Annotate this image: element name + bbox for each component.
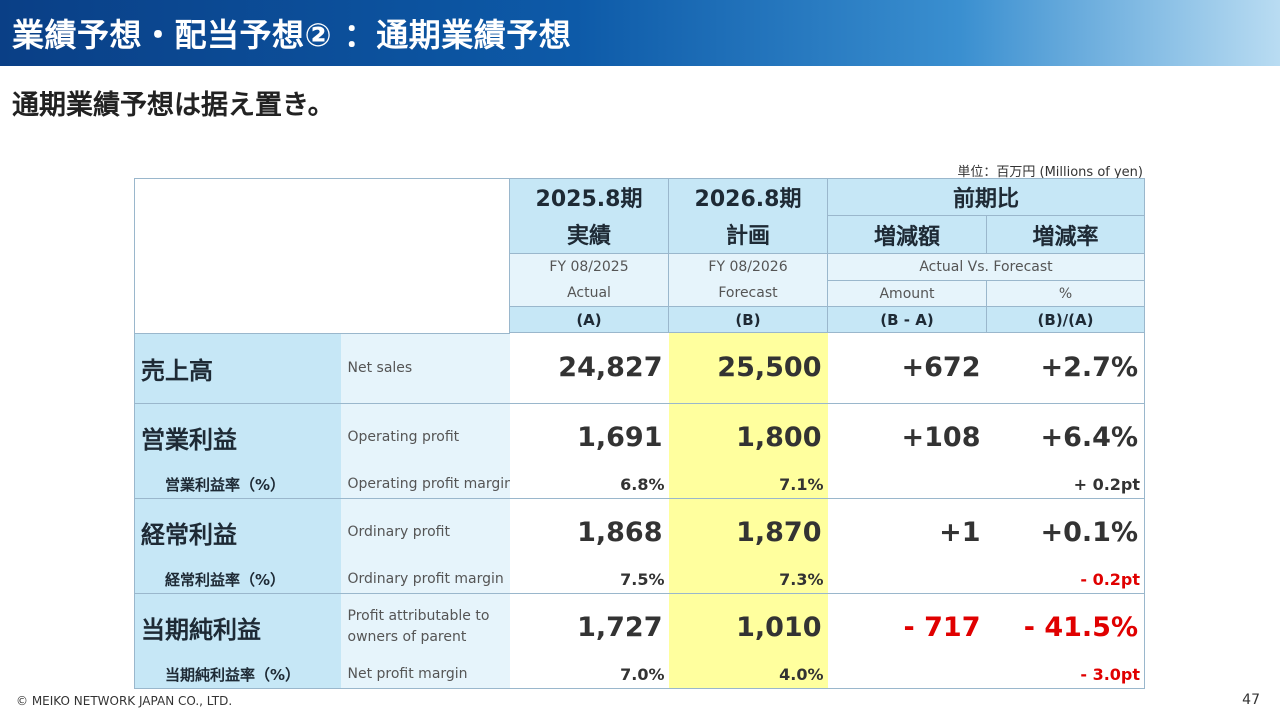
ordinary-profit-actual: 1,868 xyxy=(577,516,663,548)
net-profit-diff: - 717 xyxy=(903,611,981,643)
net-margin-actual: 7.0% xyxy=(509,661,669,689)
row-net-profit-en: Profit attributable to owners of parent xyxy=(340,593,510,661)
operating-margin-actual: 6.8% xyxy=(509,471,669,499)
unit-note: 単位：百万円 (Millions of yen) xyxy=(957,165,1143,180)
copyright: © MEIKO NETWORK JAPAN CO., LTD. xyxy=(16,694,233,708)
ordinary-margin-forecast: 7.3% xyxy=(668,566,828,594)
col-compare-en: Actual Vs. Forecast xyxy=(826,253,1146,281)
table-row: 営業利益率（%） Operating profit margin 6.8% 7.… xyxy=(134,471,1146,499)
row-net-sales-en: Net sales xyxy=(340,333,510,404)
net-sales-forecast: 25,500 xyxy=(668,333,828,404)
ordinary-profit-forecast: 1,870 xyxy=(668,498,828,566)
col-rate-code: (B)/(A) xyxy=(985,306,1146,333)
table-row: 当期純利益 Profit attributable to owners of p… xyxy=(134,593,1146,661)
col-fy2025-type: 実績 xyxy=(509,215,669,254)
operating-profit-forecast: 1,800 xyxy=(668,403,828,471)
row-net-profit-jp: 当期純利益 xyxy=(134,593,341,661)
row-operating-profit-jp: 営業利益 xyxy=(134,403,341,471)
operating-margin-diff xyxy=(827,471,987,499)
table-row: 経常利益 Ordinary profit 1,868 1,870 +1 +0.1… xyxy=(134,498,1146,566)
page-number: 47 xyxy=(1242,692,1260,708)
col-fy2025-period: 2025.8期 xyxy=(509,178,669,216)
row-net-margin-jp: 当期純利益率（%） xyxy=(134,661,341,689)
ordinary-margin-diff xyxy=(827,566,987,594)
row-ordinary-margin-jp: 経常利益率（%） xyxy=(134,566,341,594)
row-operating-profit-en: Operating profit xyxy=(340,403,510,471)
col-fy2026-period: 2026.8期 xyxy=(668,178,828,216)
operating-profit-actual: 1,691 xyxy=(577,421,663,453)
table-row: 当期純利益率（%） Net profit margin 7.0% 4.0% - … xyxy=(134,661,1146,689)
table-row: 売上高 Net sales 24,827 25,500 +672 +2.7% xyxy=(134,333,1146,404)
net-profit-actual: 1,727 xyxy=(577,611,663,643)
operating-profit-rate: +6.4% xyxy=(986,403,1146,471)
col-amount-en: Amount xyxy=(827,280,987,307)
operating-margin-rate: + 0.2pt xyxy=(986,471,1146,499)
col-rate-en: % xyxy=(985,280,1146,307)
row-ordinary-margin-en: Ordinary profit margin xyxy=(340,566,510,594)
net-margin-diff xyxy=(827,661,987,689)
row-ordinary-profit-jp: 経常利益 xyxy=(134,498,341,566)
slide-subtitle: 通期業績予想は据え置き。 xyxy=(12,90,335,121)
ordinary-margin-rate: - 0.2pt xyxy=(986,566,1146,594)
net-sales-diff: +672 xyxy=(827,333,987,404)
col-fy2026-en: FY 08/2026 xyxy=(668,253,828,281)
col-rate-jp: 増減率 xyxy=(985,215,1146,254)
col-fy2026-en-type: Forecast xyxy=(668,280,828,307)
header-blank-cell xyxy=(134,178,510,334)
col-amount-code: (B - A) xyxy=(827,306,987,333)
ordinary-profit-rate: +0.1% xyxy=(986,498,1146,566)
row-net-margin-en: Net profit margin xyxy=(340,661,510,689)
operating-margin-forecast: 7.1% xyxy=(668,471,828,499)
ordinary-margin-actual: 7.5% xyxy=(509,566,669,594)
col-amount-jp: 増減額 xyxy=(827,215,987,254)
col-fy2025-en: FY 08/2025 xyxy=(509,253,669,281)
net-profit-rate: - 41.5% xyxy=(986,593,1146,661)
row-operating-margin-en: Operating profit margin xyxy=(340,471,510,499)
forecast-table: 2025.8期 2026.8期 前期比 実績 計画 増減額 増減率 FY 08/… xyxy=(134,178,1146,689)
col-fy2026-code: (B) xyxy=(668,306,828,333)
slide-header: 業績予想・配当予想② ：通期業績予想 xyxy=(0,0,1280,66)
col-fy2026-type: 計画 xyxy=(668,215,828,254)
net-sales-rate: +2.7% xyxy=(986,333,1146,404)
col-fy2025-en-type: Actual xyxy=(509,280,669,307)
net-sales-actual: 24,827 xyxy=(509,333,669,404)
table-row: 経常利益率（%） Ordinary profit margin 7.5% 7.3… xyxy=(134,566,1146,594)
row-operating-margin-jp: 営業利益率（%） xyxy=(134,471,341,499)
net-margin-rate: - 3.0pt xyxy=(986,661,1146,689)
table-row: 営業利益 Operating profit 1,691 1,800 +108 +… xyxy=(134,403,1146,471)
operating-profit-diff: +108 xyxy=(901,421,981,453)
slide-title: 業績予想・配当予想② ：通期業績予想 xyxy=(12,16,572,54)
row-ordinary-profit-en: Ordinary profit xyxy=(340,498,510,566)
col-compare-label: 前期比 xyxy=(826,178,1146,216)
ordinary-profit-diff: +1 xyxy=(939,516,981,548)
row-net-sales-jp: 売上高 xyxy=(134,333,341,404)
col-fy2025-code: (A) xyxy=(509,306,669,333)
net-profit-forecast: 1,010 xyxy=(668,593,828,661)
net-margin-forecast: 4.0% xyxy=(668,661,828,689)
